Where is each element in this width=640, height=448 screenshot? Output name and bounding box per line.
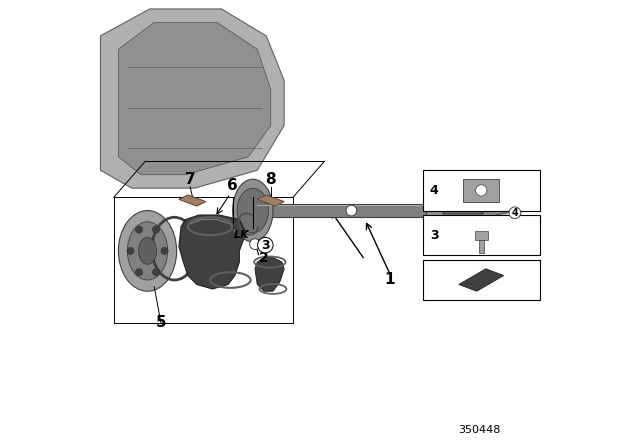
Polygon shape: [179, 195, 206, 206]
Text: 350448: 350448: [458, 425, 500, 435]
Text: LK: LK: [234, 230, 250, 240]
Ellipse shape: [127, 222, 168, 280]
Circle shape: [346, 205, 356, 216]
Text: 2: 2: [259, 251, 269, 265]
Bar: [479, 240, 484, 253]
Circle shape: [136, 226, 143, 233]
Polygon shape: [443, 190, 486, 226]
Polygon shape: [484, 204, 511, 217]
Text: 5: 5: [156, 315, 166, 330]
Text: 7: 7: [185, 172, 195, 187]
Circle shape: [161, 247, 168, 254]
Polygon shape: [459, 269, 504, 291]
Polygon shape: [118, 22, 271, 175]
Bar: [423, 260, 540, 300]
Ellipse shape: [139, 237, 157, 264]
Circle shape: [152, 269, 159, 276]
Text: 3: 3: [430, 228, 438, 242]
Polygon shape: [255, 258, 284, 291]
Ellipse shape: [118, 211, 177, 291]
Polygon shape: [463, 179, 499, 202]
Text: 6: 6: [227, 178, 238, 194]
Circle shape: [152, 226, 159, 233]
Polygon shape: [257, 195, 284, 206]
Text: 3: 3: [261, 239, 269, 252]
Bar: [423, 215, 540, 255]
Bar: [423, 170, 540, 211]
Ellipse shape: [426, 186, 456, 235]
Text: 4: 4: [430, 184, 438, 197]
Polygon shape: [100, 9, 284, 188]
Text: 1: 1: [384, 272, 395, 288]
Circle shape: [250, 239, 260, 250]
Circle shape: [136, 269, 143, 276]
Polygon shape: [179, 215, 246, 289]
Bar: [475, 231, 488, 240]
Circle shape: [509, 207, 521, 219]
Text: 4: 4: [511, 208, 518, 218]
Polygon shape: [253, 204, 436, 217]
Ellipse shape: [233, 179, 273, 242]
Ellipse shape: [237, 188, 269, 233]
Text: 8: 8: [266, 172, 276, 187]
Ellipse shape: [476, 185, 487, 196]
Circle shape: [127, 247, 134, 254]
